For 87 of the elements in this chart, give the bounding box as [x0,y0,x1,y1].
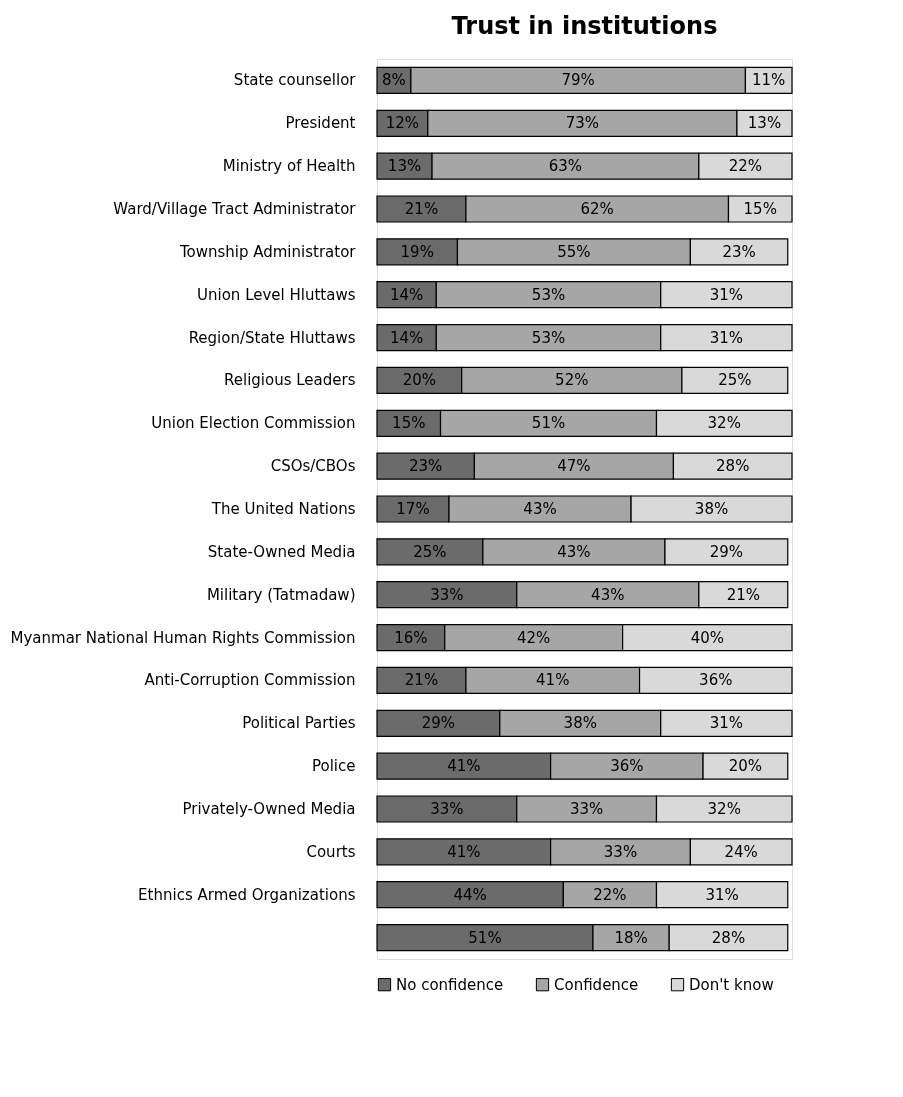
data-label: 36% [699,671,733,690]
y-tick-label: Ministry of Health [222,157,356,176]
legend-label: Don't know [689,975,774,994]
data-label: 11% [752,71,786,90]
y-tick-label: Courts [306,842,356,861]
data-label: 44% [453,885,487,904]
data-label: 62% [580,200,614,218]
data-label: 20% [728,757,763,776]
data-label: 31% [705,885,739,904]
data-label: 19% [400,242,434,261]
data-label: 52% [555,371,589,390]
data-label: 15% [392,414,426,433]
data-label: 53% [531,328,566,347]
chart-title: Trust in institutions [451,12,718,40]
data-label: 24% [724,842,758,861]
legend-label: Confidence [554,975,639,994]
y-tick-label: Religious Leaders [223,371,356,390]
data-label: 25% [413,542,447,561]
data-label: 28% [716,457,750,476]
data-label: 32% [707,800,741,818]
data-label: 38% [563,714,597,733]
y-tick-label: Military (Tatmadaw) [206,585,356,604]
data-label: 29% [709,542,744,561]
data-label: 33% [569,800,604,818]
data-label: 55% [557,242,591,261]
y-tick-label: Region/State Hluttaws [188,328,356,347]
data-label: 22% [593,885,627,904]
data-label: 21% [404,671,439,690]
y-tick-label: State-Owned Media [207,542,356,561]
data-label: 31% [709,328,744,347]
data-label: 53% [531,285,566,304]
data-label: 79% [561,71,595,90]
y-tick-label: Ward/Village Tract Administrator [113,200,357,218]
data-label: 31% [709,285,744,304]
data-label: 41% [447,842,481,861]
y-tick-label: State counsellor [233,71,357,90]
legend-label: No confidence [396,975,504,994]
data-label: 43% [591,585,625,604]
data-label: 8% [382,71,406,90]
data-label: 47% [557,457,591,476]
data-label: 51% [468,928,502,947]
data-label: 40% [690,628,724,647]
data-label: 33% [430,800,464,818]
data-label: 36% [610,757,644,776]
data-label: 17% [396,500,430,518]
y-tick-label: Anti-Corruption Commission [144,671,356,690]
data-label: 29% [421,714,456,733]
data-label: 15% [743,200,777,218]
data-label: 63% [548,157,583,176]
data-label: 22% [728,157,763,176]
data-label: 14% [389,285,424,304]
data-label: 13% [387,157,422,176]
data-label: 20% [402,371,437,390]
data-label: 41% [536,671,570,690]
data-label: 73% [565,114,600,133]
data-label: 16% [394,628,428,647]
data-label: 13% [747,114,782,133]
data-label: 21% [404,200,439,218]
y-tick-label: Union Level Hluttaws [197,285,356,304]
data-label: 32% [707,414,741,433]
data-label: 33% [430,585,464,604]
data-label: 41% [447,757,481,776]
data-label: 23% [722,242,756,261]
data-label: 38% [694,500,729,518]
y-tick-label: President [285,114,356,133]
y-tick-label: Township Administrator [178,242,357,261]
data-label: 33% [603,842,638,861]
data-label: 21% [726,585,760,604]
data-label: 18% [614,928,648,947]
y-tick-label: Union Election Commission [151,414,356,433]
y-tick-label: Ethnics Armed Organizations [138,885,356,904]
data-label: 12% [385,114,420,133]
data-label: 23% [409,457,443,476]
data-label: 31% [709,714,744,733]
data-label: 43% [523,500,557,518]
data-label: 28% [711,928,746,947]
y-tick-label: Privately-Owned Media [182,800,356,818]
data-label: 51% [531,414,566,433]
data-label: 14% [389,328,424,347]
data-label: 43% [557,542,591,561]
y-tick-label: Political Parties [242,714,356,733]
y-tick-label: CSOs/CBOs [270,457,356,476]
data-label: 42% [517,628,551,647]
data-label: 25% [718,371,752,390]
y-tick-label: Police [312,757,356,776]
y-tick-label: The United Nations [210,500,356,518]
y-tick-label: Myanmar National Human Rights Commission [10,628,356,647]
